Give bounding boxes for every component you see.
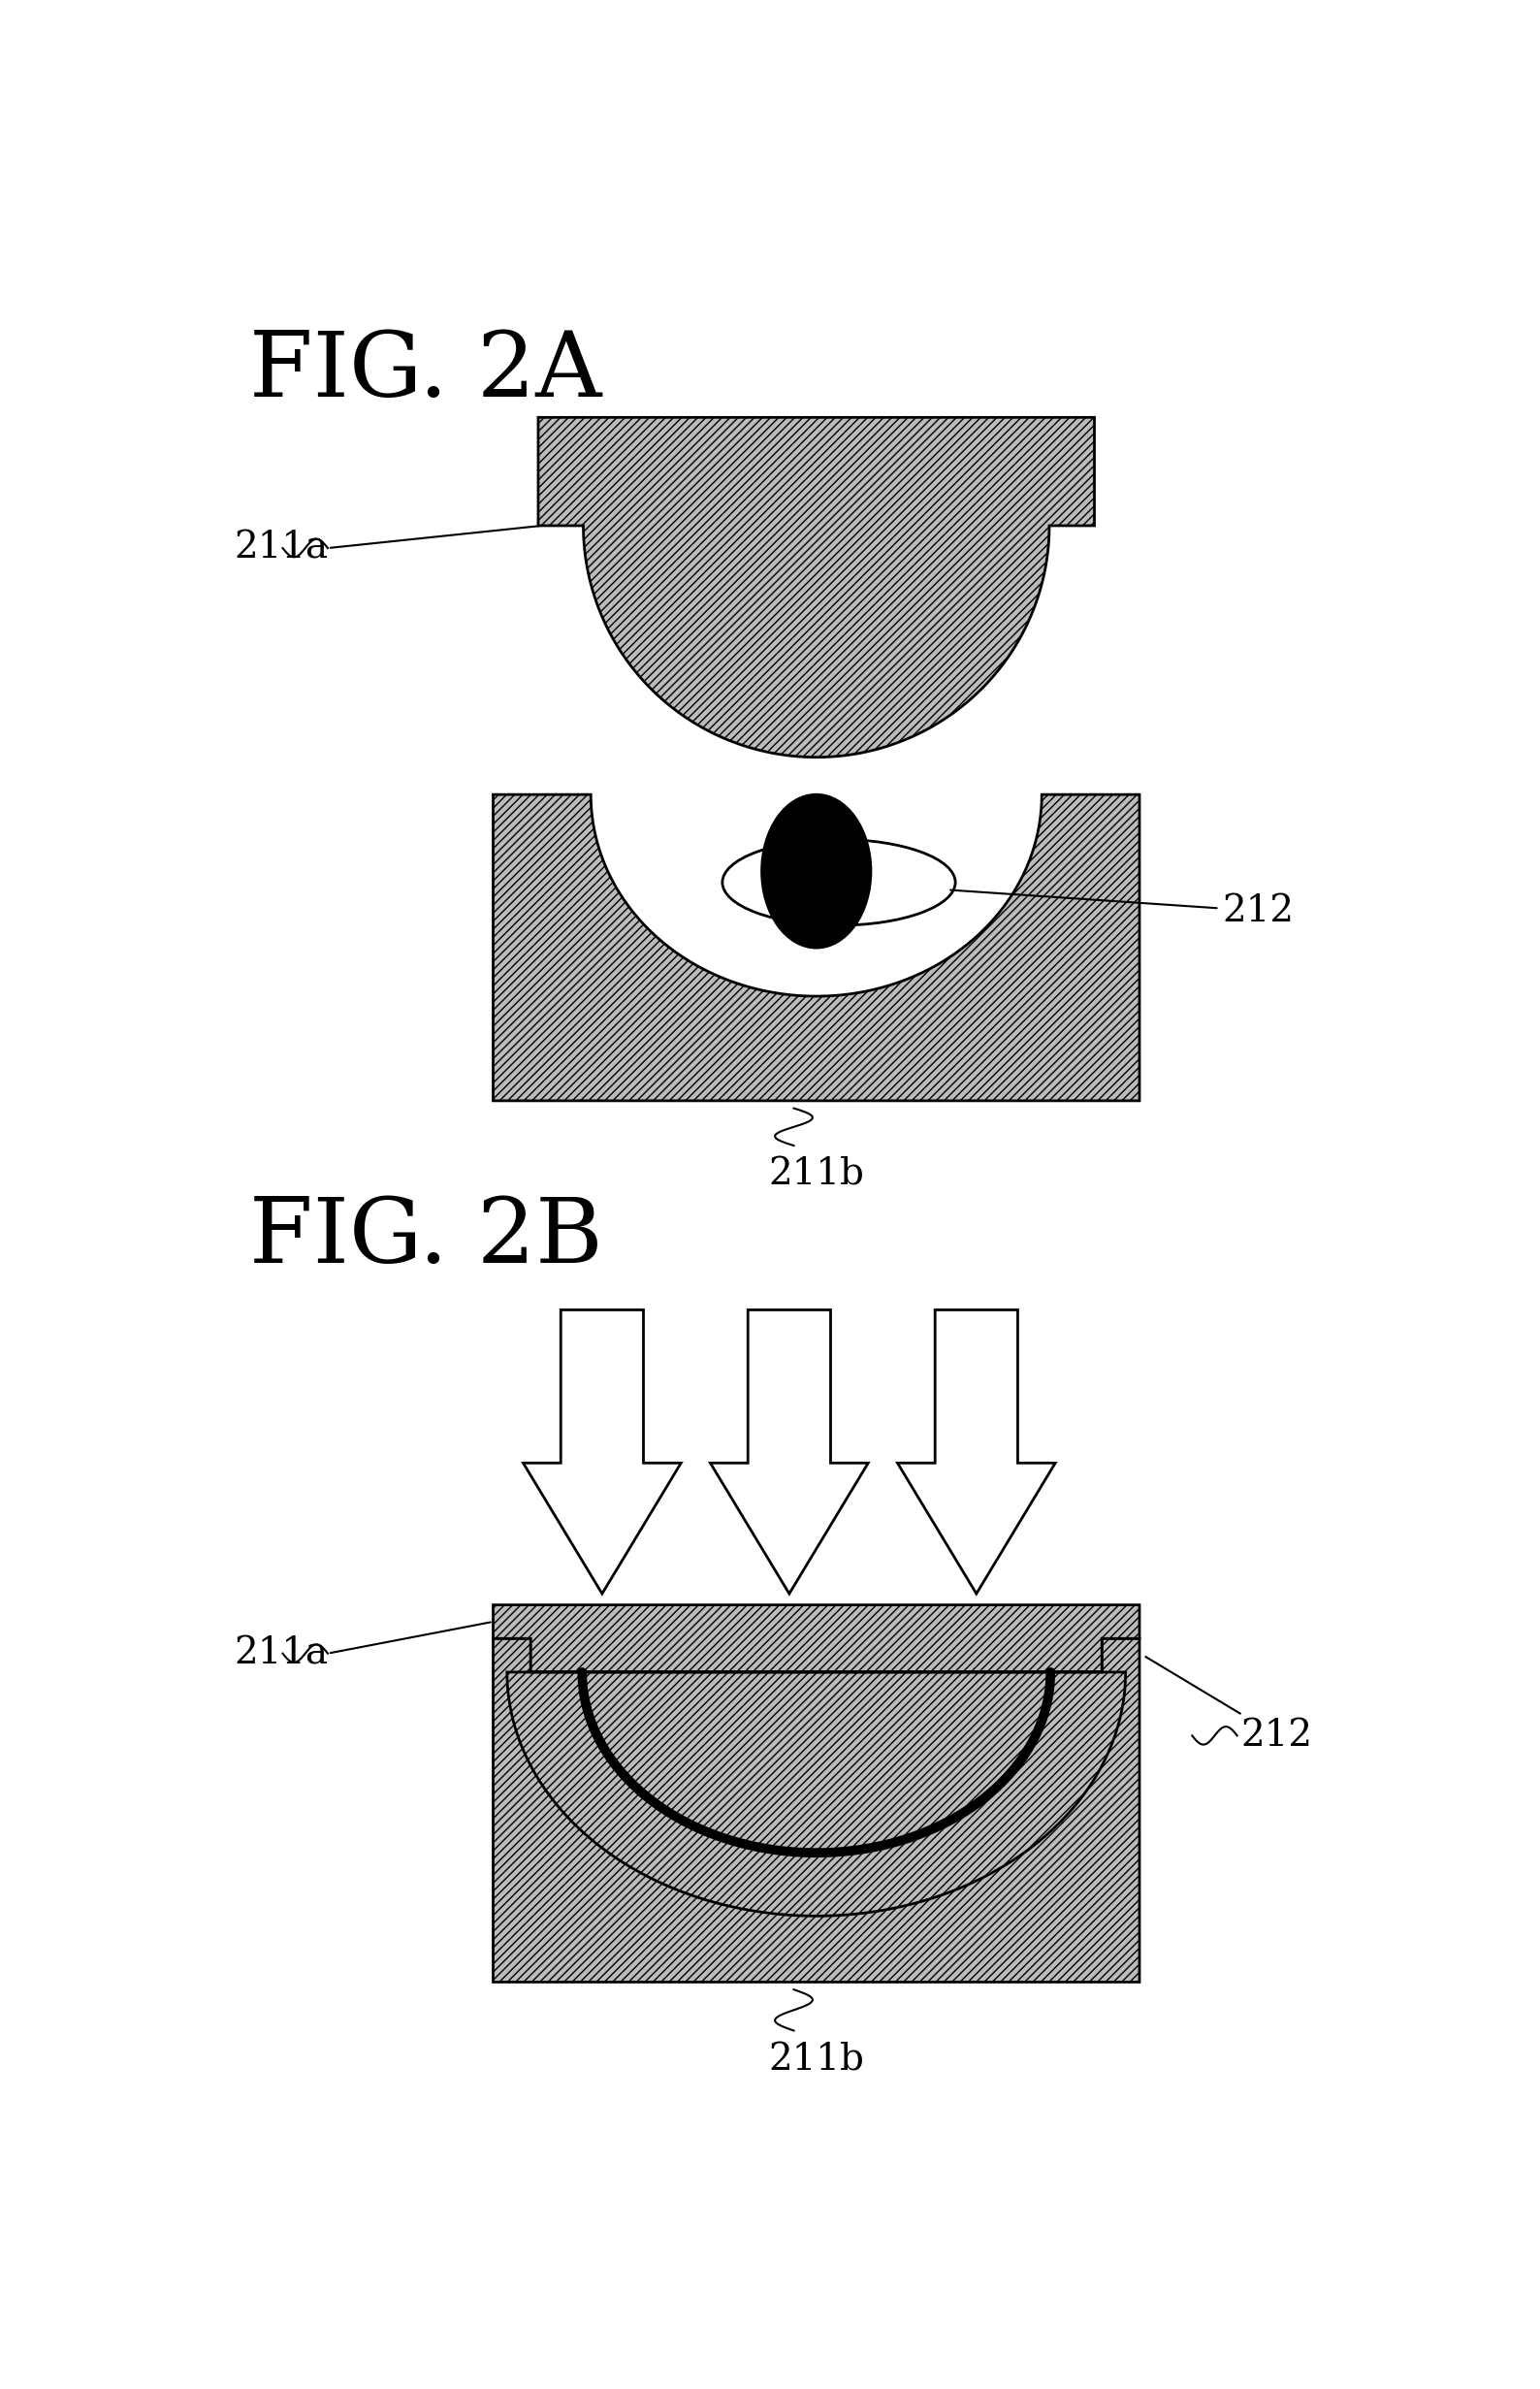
Text: FIG. 2B: FIG. 2B xyxy=(249,1194,602,1281)
PathPatch shape xyxy=(898,1309,1055,1593)
PathPatch shape xyxy=(537,418,1095,757)
PathPatch shape xyxy=(524,1309,681,1593)
Ellipse shape xyxy=(762,796,870,948)
Text: 212: 212 xyxy=(1146,1656,1312,1754)
Text: 211b: 211b xyxy=(768,2043,864,2078)
Text: 212: 212 xyxy=(950,891,1294,929)
Text: 211a: 211a xyxy=(234,1636,328,1672)
PathPatch shape xyxy=(493,1639,1140,1983)
PathPatch shape xyxy=(493,796,1140,1101)
PathPatch shape xyxy=(710,1309,869,1593)
PathPatch shape xyxy=(493,1605,1140,1916)
Text: 211a: 211a xyxy=(234,530,328,566)
Text: FIG. 2A: FIG. 2A xyxy=(249,327,602,416)
Text: 211b: 211b xyxy=(768,1156,864,1192)
